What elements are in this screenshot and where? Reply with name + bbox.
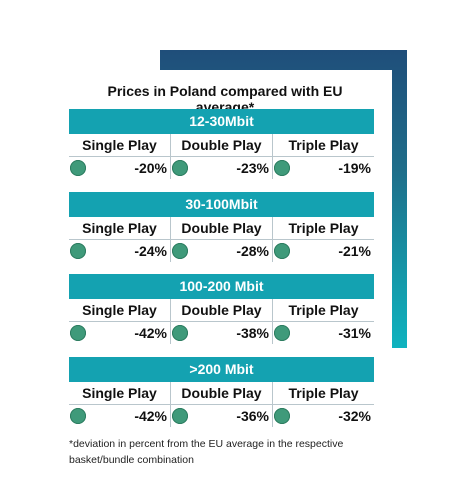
deviation-value: -32% bbox=[338, 408, 371, 424]
group-header: 12-30Mbit bbox=[69, 109, 374, 134]
price-group-200-plus: >200 Mbit Single Play -42% Double Play -36… bbox=[69, 357, 374, 427]
green-circle-icon bbox=[70, 408, 86, 424]
play-label: Double Play bbox=[171, 382, 272, 405]
green-circle-icon bbox=[274, 408, 290, 424]
green-circle-icon bbox=[274, 160, 290, 176]
play-label: Single Play bbox=[69, 382, 170, 405]
green-circle-icon bbox=[172, 408, 188, 424]
deviation-value: -38% bbox=[236, 325, 269, 341]
green-circle-icon bbox=[70, 160, 86, 176]
price-group-12-30: 12-30Mbit Single Play -20% Double Play -23… bbox=[69, 109, 374, 179]
green-circle-icon bbox=[274, 325, 290, 341]
play-label: Double Play bbox=[171, 134, 272, 157]
green-circle-icon bbox=[274, 243, 290, 259]
group-header: 100-200 Mbit bbox=[69, 274, 374, 299]
group-header: >200 Mbit bbox=[69, 357, 374, 382]
play-label: Double Play bbox=[171, 299, 272, 322]
deviation-value: -42% bbox=[134, 408, 167, 424]
deviation-value: -24% bbox=[134, 243, 167, 259]
price-group-100-200: 100-200 Mbit Single Play -42% Double Play… bbox=[69, 274, 374, 344]
play-label: Triple Play bbox=[273, 382, 374, 405]
deviation-value: -23% bbox=[236, 160, 269, 176]
green-circle-icon bbox=[172, 325, 188, 341]
play-label: Single Play bbox=[69, 134, 170, 157]
green-circle-icon bbox=[172, 160, 188, 176]
play-label: Triple Play bbox=[273, 299, 374, 322]
deviation-value: -28% bbox=[236, 243, 269, 259]
group-header: 30-100Mbit bbox=[69, 192, 374, 217]
footnote: *deviation in percent from the EU averag… bbox=[69, 438, 344, 466]
green-circle-icon bbox=[70, 243, 86, 259]
play-label: Single Play bbox=[69, 299, 170, 322]
play-label: Triple Play bbox=[273, 217, 374, 240]
play-label: Single Play bbox=[69, 217, 170, 240]
deviation-value: -31% bbox=[338, 325, 371, 341]
green-circle-icon bbox=[172, 243, 188, 259]
deviation-value: -19% bbox=[338, 160, 371, 176]
deviation-value: -21% bbox=[338, 243, 371, 259]
deviation-value: -42% bbox=[134, 325, 167, 341]
play-label: Triple Play bbox=[273, 134, 374, 157]
deviation-value: -20% bbox=[134, 160, 167, 176]
green-circle-icon bbox=[70, 325, 86, 341]
price-group-30-100: 30-100Mbit Single Play -24% Double Play -2… bbox=[69, 192, 374, 262]
play-label: Double Play bbox=[171, 217, 272, 240]
deviation-value: -36% bbox=[236, 408, 269, 424]
